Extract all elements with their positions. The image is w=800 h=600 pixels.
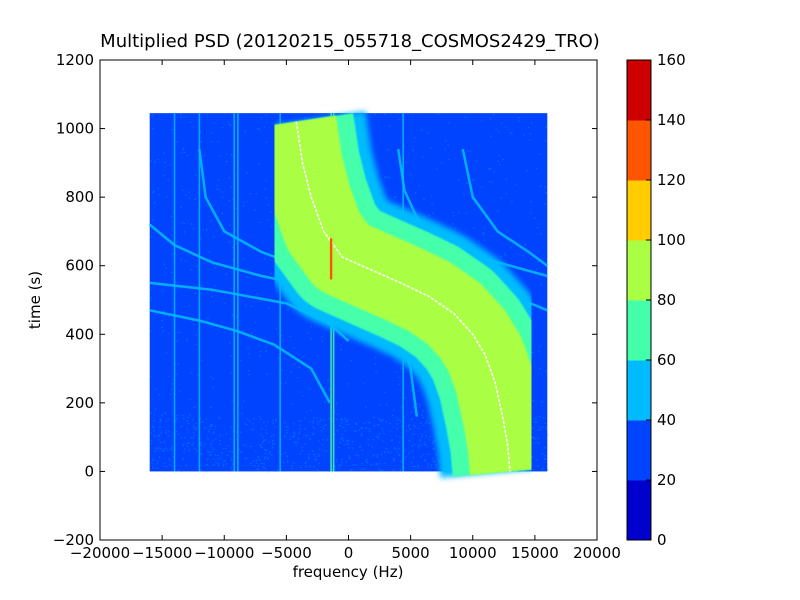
y-tick-label: −200 bbox=[53, 531, 94, 549]
x-axis-label: frequency (Hz) bbox=[293, 563, 404, 581]
colorbar-tick-label: 120 bbox=[657, 171, 686, 189]
x-tick-label: 5000 bbox=[392, 544, 430, 562]
colorbar-tick-label: 40 bbox=[657, 411, 676, 429]
colorbar-segment-1 bbox=[627, 420, 651, 481]
colorbar-segment-6 bbox=[627, 120, 651, 181]
y-tick-label: 600 bbox=[65, 257, 94, 275]
x-tick-label: −10000 bbox=[194, 544, 254, 562]
colorbar-segment-0 bbox=[627, 480, 651, 541]
colorbar-segment-7 bbox=[627, 60, 651, 121]
colorbar-segment-5 bbox=[627, 180, 651, 241]
secondary-trace-5 bbox=[461, 148, 549, 267]
y-tick-label: 400 bbox=[65, 325, 94, 343]
y-tick-label: 1000 bbox=[56, 120, 94, 138]
y-tick-label: 800 bbox=[65, 188, 94, 206]
heatmap-data-layer bbox=[148, 92, 580, 514]
colorbar-segment-2 bbox=[627, 360, 651, 421]
colorbar-segment-3 bbox=[627, 300, 651, 361]
x-tick-label: −5000 bbox=[261, 544, 312, 562]
x-tick-label: 15000 bbox=[511, 544, 559, 562]
x-tick-label: 20000 bbox=[573, 544, 621, 562]
main-trace-centerline bbox=[295, 121, 511, 472]
colorbar-tick-label: 80 bbox=[657, 291, 676, 309]
colorbar-tick-label: 140 bbox=[657, 111, 686, 129]
hot-spot bbox=[329, 238, 333, 280]
y-axis: −200 0 200 400 600 800 1000 1200 bbox=[53, 51, 597, 549]
x-tick-label: 0 bbox=[344, 544, 354, 562]
x-tick-label: −15000 bbox=[132, 544, 192, 562]
x-tick-label: −20000 bbox=[70, 544, 130, 562]
colorbar-segment-4 bbox=[627, 240, 651, 301]
x-axis: −20000 −15000 −10000 −5000 0 5000 10000 15000 20… bbox=[70, 60, 621, 562]
colorbar-tick-label: 100 bbox=[657, 231, 686, 249]
colorbar-tick-label: 0 bbox=[657, 531, 667, 549]
x-tick-label: 10000 bbox=[449, 544, 497, 562]
chart-title: Multiplied PSD (20120215_055718_COSMOS24… bbox=[100, 31, 600, 52]
colorbar-tick-label: 20 bbox=[657, 471, 676, 489]
y-tick-label: 1200 bbox=[56, 51, 94, 69]
y-tick-label: 0 bbox=[84, 462, 94, 480]
y-tick-label: 200 bbox=[65, 394, 94, 412]
colorbar: 0 20 40 60 80 100 120 140 160 bbox=[626, 51, 686, 549]
colorbar-tick-label: 60 bbox=[657, 351, 676, 369]
y-axis-label: time (s) bbox=[26, 271, 44, 329]
colorbar-tick-label: 160 bbox=[657, 51, 686, 69]
secondary-trace-0 bbox=[149, 309, 331, 404]
